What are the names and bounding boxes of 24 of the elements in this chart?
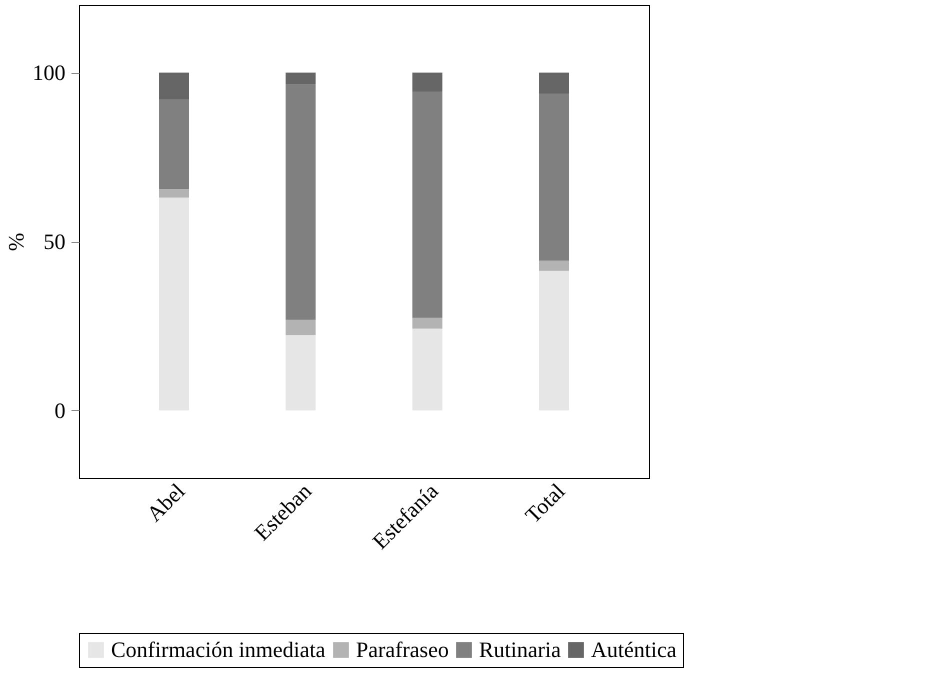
bar bbox=[159, 100, 189, 190]
y-tick-label: 50 bbox=[44, 229, 66, 254]
legend-label: Parafraseo bbox=[356, 637, 449, 662]
bar bbox=[412, 328, 442, 410]
y-tick-label: 100 bbox=[32, 60, 66, 86]
bar bbox=[539, 260, 569, 271]
bar bbox=[159, 189, 189, 198]
bar bbox=[286, 335, 316, 410]
bar bbox=[539, 270, 569, 410]
legend-label: Confirmación inmediata bbox=[111, 637, 326, 662]
y-axis-title: % bbox=[4, 232, 28, 252]
bar bbox=[159, 198, 189, 410]
y-tick-label: 0 bbox=[54, 398, 66, 423]
legend-label: Auténtica bbox=[591, 637, 677, 662]
bar bbox=[286, 320, 316, 336]
bar bbox=[412, 318, 442, 329]
bar bbox=[539, 72, 569, 94]
bar bbox=[539, 94, 569, 261]
bar bbox=[412, 72, 442, 92]
bar bbox=[286, 72, 316, 84]
bar bbox=[286, 84, 316, 320]
bar bbox=[412, 91, 442, 318]
legend-label: Rutinaria bbox=[479, 637, 562, 662]
bar bbox=[159, 72, 189, 100]
